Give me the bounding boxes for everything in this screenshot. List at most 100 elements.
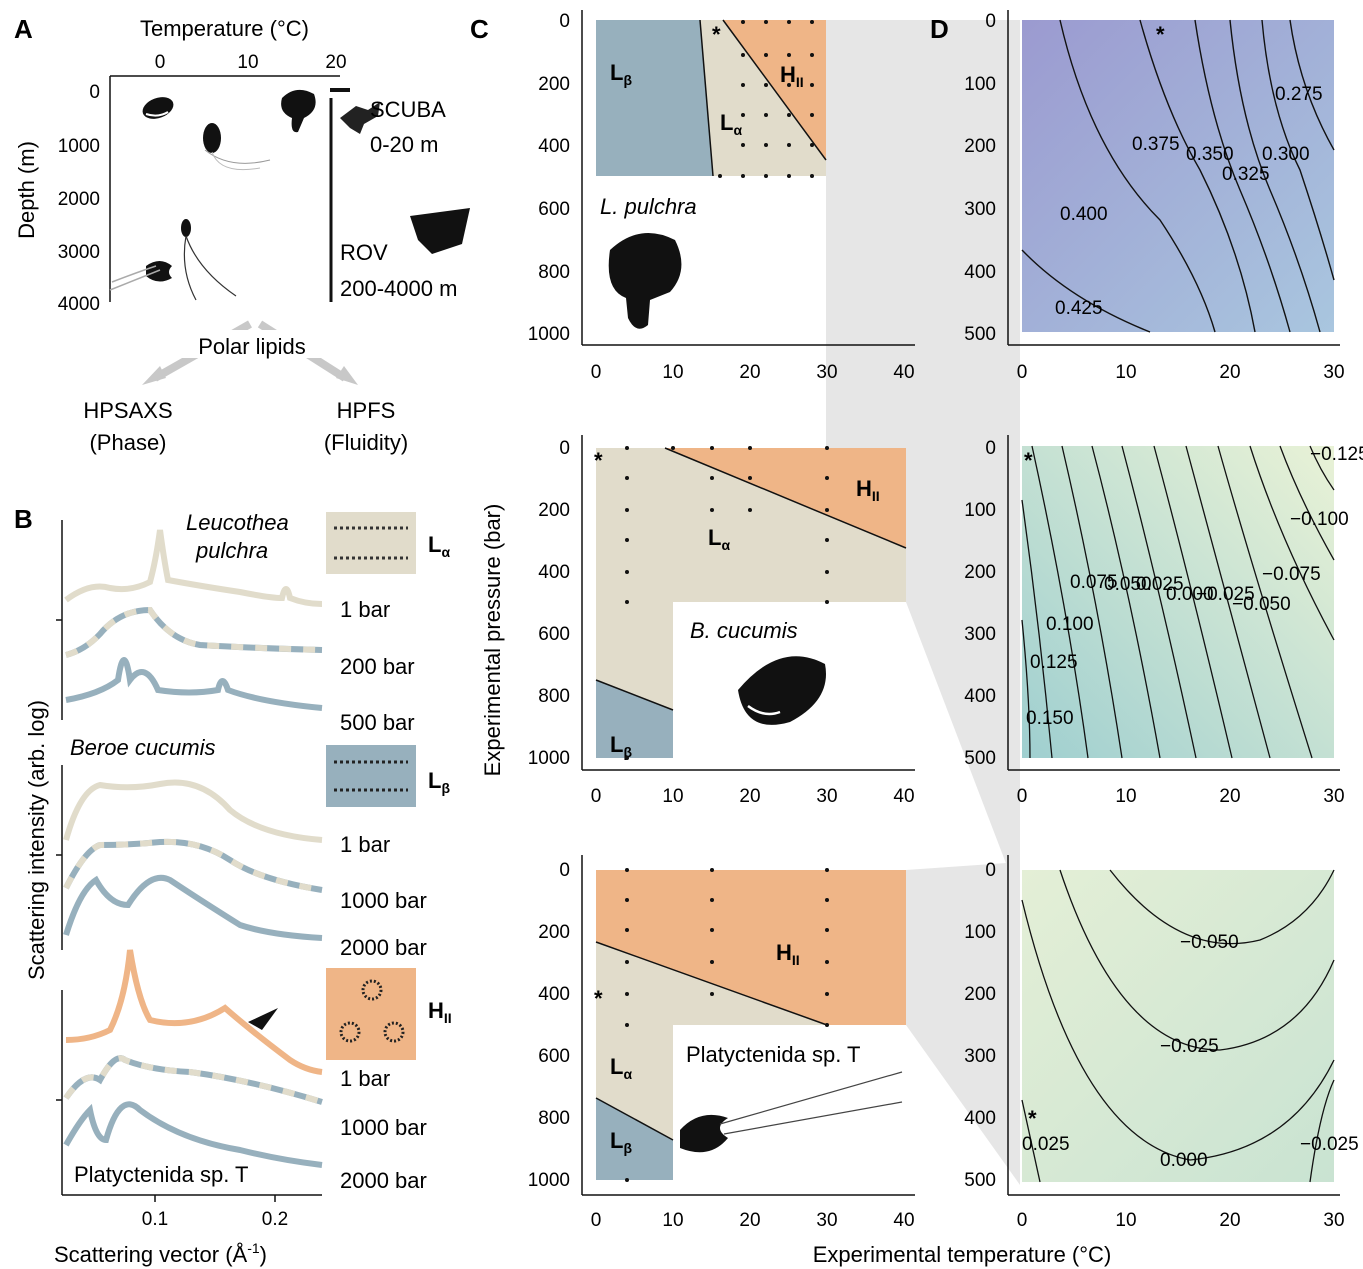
svg-text:800: 800 bbox=[538, 1108, 570, 1129]
scuba-range: 0-20 m bbox=[370, 132, 438, 157]
intensity-axis-label: Scattering intensity (arb. log) bbox=[24, 700, 49, 980]
pt-tick-labels: 0 200 400 600 800 1000 0 10 20 30 40 bbox=[528, 860, 915, 1231]
contour-label: 0.000 bbox=[1166, 584, 1214, 605]
phase-diagram-pt: HII Lα Lβ * Platyctenida sp. T 0 200 400… bbox=[528, 855, 1020, 1231]
fluidity-map-pt: −0.050 −0.025 0.000 −0.025 0.025 * 0 100… bbox=[964, 855, 1359, 1231]
top-tick: 0 bbox=[155, 52, 166, 73]
contour-label: 0.425 bbox=[1055, 298, 1103, 319]
rov-range: 200-4000 m bbox=[340, 276, 457, 301]
panel-c: C Experimental pressure (bar) Lβ Lα HII … bbox=[470, 10, 1020, 1231]
contour-label: 0.150 bbox=[1026, 708, 1074, 729]
phase-la-label: Lα bbox=[610, 1054, 632, 1082]
beroe-silhouette-icon bbox=[142, 97, 174, 119]
curve-bc-1000bar-dash bbox=[63, 838, 323, 893]
top-ticks: 0 10 20 bbox=[155, 52, 347, 73]
scuba-label: SCUBA bbox=[370, 97, 446, 122]
phase-la-label: Lα bbox=[720, 110, 742, 138]
pressure-label: 1 bar bbox=[340, 832, 390, 857]
svg-text:400: 400 bbox=[538, 136, 570, 157]
svg-text:40: 40 bbox=[893, 1210, 914, 1231]
lp-sample-points bbox=[718, 20, 814, 178]
svg-text:0: 0 bbox=[985, 11, 996, 32]
native-star: * bbox=[594, 448, 603, 473]
hpfs-sub: (Fluidity) bbox=[324, 430, 408, 455]
svg-text:300: 300 bbox=[964, 199, 996, 220]
curve-lp-200bar-dash bbox=[65, 606, 323, 658]
svg-text:10: 10 bbox=[1115, 362, 1136, 383]
species-bc: B. cucumis bbox=[690, 618, 798, 643]
d1-tick-labels: 0 100 200 300 400 500 0 10 20 30 bbox=[964, 11, 1344, 383]
svg-text:0: 0 bbox=[591, 786, 602, 807]
curve-lp-1bar bbox=[64, 529, 323, 607]
svg-text:20: 20 bbox=[1219, 362, 1240, 383]
platyctenid-silhouette-icon bbox=[680, 1071, 903, 1153]
curve-pt-2000bar bbox=[63, 1101, 323, 1168]
panel-b-label: B bbox=[14, 504, 33, 534]
top-tick: 20 bbox=[325, 52, 346, 73]
svg-text:0: 0 bbox=[985, 438, 996, 459]
svg-text:0: 0 bbox=[1017, 1210, 1028, 1231]
svg-text:0: 0 bbox=[591, 362, 602, 383]
contour-label: −0.050 bbox=[1180, 932, 1239, 953]
hpfs-label: HPFS bbox=[337, 398, 396, 423]
native-star: * bbox=[594, 986, 603, 1011]
experimental-temperature-label: Experimental temperature (°C) bbox=[813, 1242, 1112, 1267]
pressure-label: 1000 bar bbox=[340, 1115, 427, 1140]
beroe-silhouette-icon bbox=[738, 656, 826, 725]
svg-text:200: 200 bbox=[538, 74, 570, 95]
pressure-label: 2000 bar bbox=[340, 1168, 427, 1193]
svg-text:1000: 1000 bbox=[528, 324, 570, 345]
svg-text:500: 500 bbox=[964, 324, 996, 345]
contour-label: −0.100 bbox=[1290, 509, 1349, 530]
depth-ticks: 0 1000 2000 3000 4000 bbox=[58, 82, 100, 315]
curve-bc-1bar bbox=[63, 779, 323, 843]
species-lp: L. pulchra bbox=[600, 194, 697, 219]
svg-text:10: 10 bbox=[662, 362, 683, 383]
svg-text:20: 20 bbox=[1219, 1210, 1240, 1231]
contour-label: −0.050 bbox=[1232, 594, 1291, 615]
phase-h-label: HII bbox=[856, 476, 880, 504]
contour-label: −0.025 bbox=[1160, 1036, 1219, 1057]
svg-text:20: 20 bbox=[739, 786, 760, 807]
scattering-vector-label: Scattering vector (Å-1) bbox=[54, 1240, 267, 1267]
svg-text:0: 0 bbox=[985, 860, 996, 881]
contour-label: 0.125 bbox=[1030, 652, 1078, 673]
curve-bc-2000bar bbox=[63, 874, 323, 941]
panel-d: D 0.275 0.300 0.325 0.350 0.375 0.400 0.… bbox=[930, 10, 1363, 1231]
svg-text:400: 400 bbox=[964, 262, 996, 283]
svg-text:20: 20 bbox=[1219, 786, 1240, 807]
depth-tick: 2000 bbox=[58, 189, 100, 210]
contour-label: −0.125 bbox=[1310, 444, 1363, 465]
polar-lipids-label: Polar lipids bbox=[198, 334, 306, 359]
svg-text:10: 10 bbox=[662, 786, 683, 807]
svg-text:600: 600 bbox=[538, 1046, 570, 1067]
depth-axis-label: Depth (m) bbox=[14, 141, 39, 239]
bc-tick-labels: 0 200 400 600 800 1000 0 10 20 30 40 bbox=[528, 438, 915, 807]
svg-text:0: 0 bbox=[1017, 786, 1028, 807]
pressure-label: 500 bar bbox=[340, 710, 415, 735]
svg-text:0: 0 bbox=[1017, 362, 1028, 383]
svg-text:30: 30 bbox=[816, 1210, 837, 1231]
phase-h: HII bbox=[428, 998, 452, 1026]
species-leucothea: Leucothea bbox=[186, 510, 289, 535]
pressure-label: 200 bar bbox=[340, 654, 415, 679]
phase-lb-label: Lβ bbox=[610, 60, 632, 88]
curve-pt-1000bar-dash bbox=[63, 1055, 323, 1105]
panel-c-label: C bbox=[470, 14, 489, 44]
top-tick: 10 bbox=[237, 52, 258, 73]
svg-text:1000: 1000 bbox=[528, 1170, 570, 1191]
phase-h-label: HII bbox=[780, 62, 804, 90]
pressure-axis-label: Experimental pressure (bar) bbox=[480, 504, 505, 777]
svg-text:30: 30 bbox=[1323, 1210, 1344, 1231]
lobate-silhouette-icon bbox=[281, 89, 316, 133]
svg-text:400: 400 bbox=[964, 686, 996, 707]
platyctenid-silhouette-icon bbox=[109, 219, 237, 301]
svg-text:10: 10 bbox=[1115, 1210, 1136, 1231]
contour-label: 0.025 bbox=[1022, 1134, 1070, 1155]
svg-text:0: 0 bbox=[591, 1210, 602, 1231]
svg-text:20: 20 bbox=[739, 1210, 760, 1231]
diver-silhouette-icon bbox=[340, 102, 380, 134]
contour-label: 0.375 bbox=[1132, 134, 1180, 155]
svg-text:10: 10 bbox=[662, 1210, 683, 1231]
